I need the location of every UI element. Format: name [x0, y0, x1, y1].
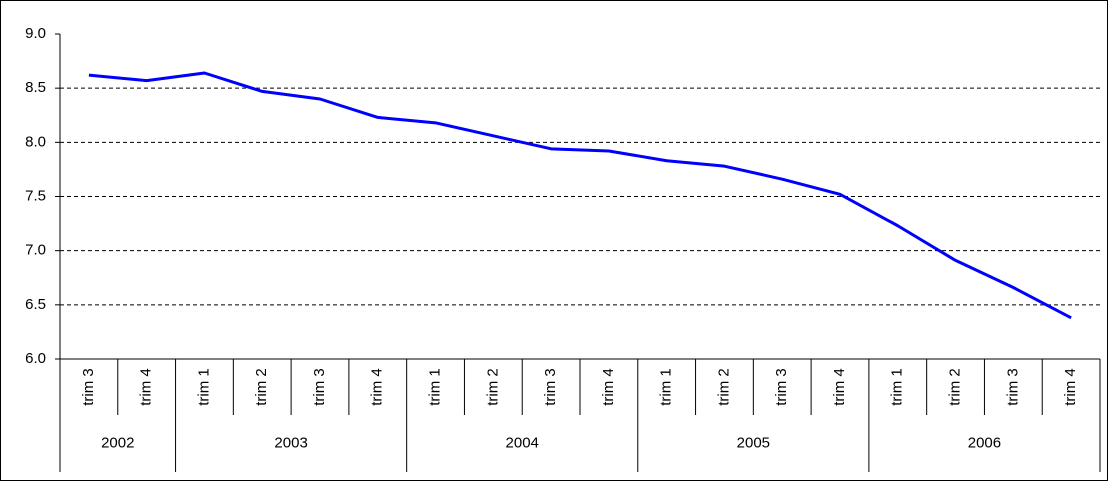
y-tick-label: 7.0 — [25, 242, 46, 259]
x-tick-label: trim 1 — [889, 368, 906, 406]
x-tick-label: trim 3 — [542, 368, 559, 406]
x-tick-label: trim 2 — [484, 368, 501, 406]
x-tick-label: trim 2 — [947, 368, 964, 406]
x-tick-label: trim 1 — [195, 368, 212, 406]
y-tick-label: 6.0 — [25, 350, 46, 367]
x-tick-label: trim 2 — [253, 368, 270, 406]
group-label: 2005 — [737, 434, 770, 451]
y-tick-label: 8.5 — [25, 79, 46, 96]
group-label: 2006 — [968, 434, 1001, 451]
y-tick-label: 9.0 — [25, 25, 46, 42]
x-tick-label: trim 1 — [658, 368, 675, 406]
x-tick-label: trim 3 — [773, 368, 790, 406]
x-tick-label: trim 4 — [831, 368, 848, 406]
group-label: 2003 — [274, 434, 307, 451]
group-label: 2004 — [506, 434, 539, 451]
x-tick-label: trim 4 — [600, 368, 617, 406]
data-line — [88, 71, 1072, 320]
y-tick-label: 6.5 — [25, 296, 46, 313]
x-tick-label: trim 3 — [80, 368, 97, 406]
x-tick-label: trim 4 — [369, 368, 386, 406]
x-tick-label: trim 2 — [715, 368, 732, 406]
x-tick-label: trim 4 — [138, 368, 155, 406]
group-label: 2002 — [101, 434, 134, 451]
y-tick-label: 8.0 — [25, 133, 46, 150]
y-tick-label: 7.5 — [25, 187, 46, 204]
x-tick-label: trim 3 — [311, 368, 328, 406]
x-tick-label: trim 3 — [1004, 368, 1021, 406]
x-tick-label: trim 1 — [427, 368, 444, 406]
x-tick-label: trim 4 — [1062, 368, 1079, 406]
